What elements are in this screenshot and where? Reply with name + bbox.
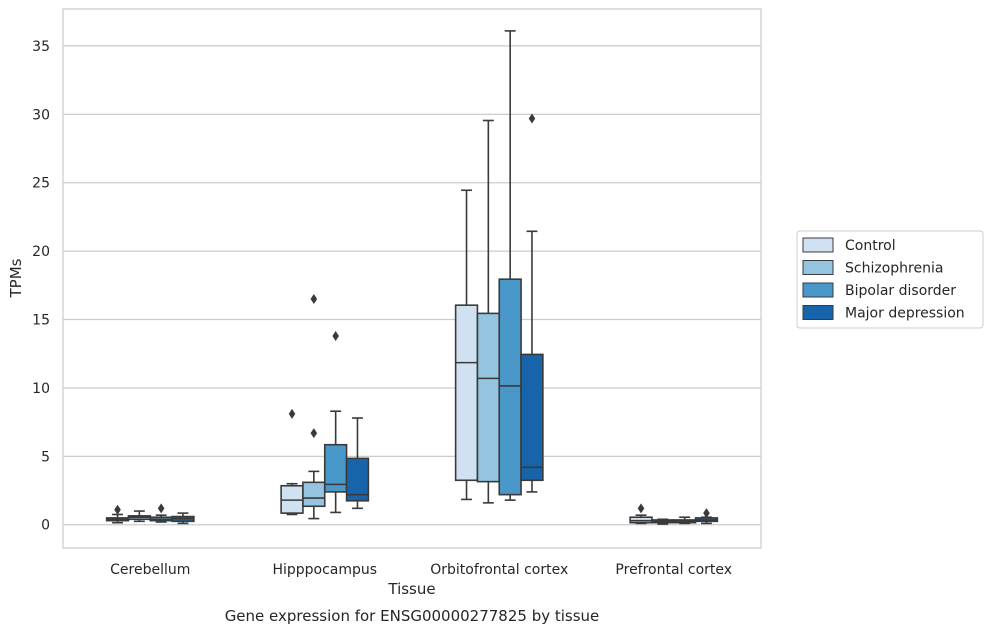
box-control [105, 504, 130, 524]
box-major-depression [345, 417, 370, 510]
x-axis-ticks: Cerebellum Hipppocampus Orbitofrontal cort… [110, 562, 732, 578]
y-tick-label: 5 [41, 449, 50, 465]
legend-swatch [802, 260, 834, 275]
y-tick-label: 20 [32, 244, 50, 260]
x-tick-label: Hipppocampus [272, 562, 377, 578]
figure-caption: Gene expression for ENSG00000277825 by t… [225, 607, 600, 625]
box-schizophrenia [127, 510, 152, 523]
y-tick-label: 35 [32, 39, 50, 55]
y-axis-title: TPMs [7, 258, 25, 298]
box-control [629, 503, 653, 525]
y-axis-ticks: 0 5 10 15 20 25 30 35 [32, 39, 50, 534]
outlier-point [703, 508, 710, 519]
legend-label: Control [845, 238, 896, 254]
outlier-point [332, 330, 339, 341]
x-tick-label: Cerebellum [110, 562, 190, 578]
outlier-point [310, 294, 318, 305]
box-body [476, 312, 501, 483]
outlier-point [637, 503, 645, 514]
outlier-point [288, 408, 296, 419]
outlier-point [157, 503, 165, 514]
legend-swatch [802, 305, 834, 320]
box-bipolar-disorder [672, 516, 697, 525]
box-body [454, 304, 479, 482]
legend-label: Major depression [845, 306, 965, 322]
box-schizophrenia [651, 518, 675, 525]
box-bipolar-disorder [323, 330, 348, 514]
x-axis-title: Tissue [387, 580, 435, 598]
box-body [302, 481, 326, 508]
legend-frame [796, 230, 984, 329]
box-major-depression [694, 508, 719, 525]
legend: Control Schizophrenia Bipolar disorder Majo… [796, 230, 984, 329]
box-bipolar-disorder [498, 30, 522, 501]
grid-lines [63, 45, 761, 526]
outlier-point [528, 113, 536, 124]
y-tick-label: 30 [32, 107, 50, 123]
outlier-point [114, 504, 121, 515]
box-control [280, 408, 304, 516]
y-tick-label: 15 [32, 313, 50, 329]
x-tick-label: Prefrontal cortex [615, 562, 732, 578]
legend-swatch [802, 237, 834, 253]
box-control [454, 189, 479, 501]
box-body [498, 278, 522, 496]
box-bipolar-disorder [149, 503, 173, 523]
y-tick-label: 25 [32, 176, 50, 192]
y-tick-label: 0 [41, 518, 50, 534]
x-tick-label: Orbitofrontal cortex [430, 562, 568, 578]
legend-label: Bipolar disorder [845, 283, 956, 299]
box-schizophrenia [302, 294, 326, 520]
box-body [345, 457, 370, 502]
outlier-point [310, 428, 318, 439]
y-tick-label: 10 [32, 381, 50, 397]
plot-frame [62, 8, 762, 549]
box-major-depression [520, 113, 544, 493]
box-schizophrenia [476, 119, 501, 504]
box-plots [105, 30, 719, 525]
box-major-depression [171, 512, 195, 525]
box-body [520, 353, 544, 482]
legend-label: Schizophrenia [845, 261, 943, 277]
legend-swatch [802, 282, 834, 298]
